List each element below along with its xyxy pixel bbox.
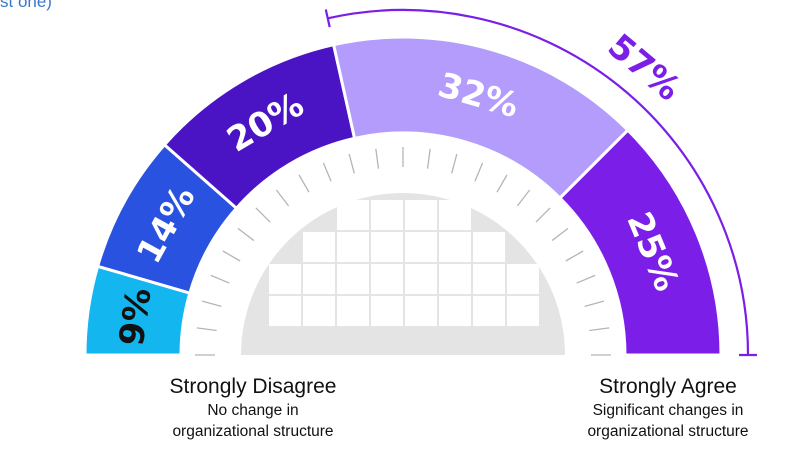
dome-block xyxy=(507,264,539,294)
inner-dome xyxy=(241,193,565,355)
gauge-tick xyxy=(451,153,458,174)
bracket-cap xyxy=(324,9,331,28)
right-endpoint-subtitle-1: Significant changes in xyxy=(592,402,744,419)
dome-block xyxy=(405,296,437,326)
gauge-tick xyxy=(275,189,290,207)
gauge-tick xyxy=(565,250,584,262)
bracket-label: 57% xyxy=(600,26,688,109)
dome-block xyxy=(337,296,369,326)
gauge-tick xyxy=(196,327,217,332)
dome-block xyxy=(439,296,471,326)
dome-block xyxy=(473,264,505,294)
gauge-tick xyxy=(535,207,551,223)
dome-block xyxy=(507,296,539,326)
right-endpoint-subtitle-2: organizational structure xyxy=(587,423,749,440)
dome-block xyxy=(337,232,369,262)
dome-block xyxy=(439,264,471,294)
dome-block xyxy=(371,296,403,326)
left-endpoint-subtitle-2: organizational structure xyxy=(172,423,334,440)
gauge-tick xyxy=(322,162,332,182)
right-endpoint-label: Strongly Agree Significant changes in or… xyxy=(548,374,788,442)
gauge-tick xyxy=(516,189,531,207)
gauge-tick xyxy=(576,274,596,284)
dome-block xyxy=(371,232,403,262)
dome-block xyxy=(269,296,301,326)
gauge-tick xyxy=(584,300,605,307)
gauge-tick xyxy=(474,162,484,182)
dome-block xyxy=(337,200,369,230)
gauge-tick xyxy=(210,274,230,284)
gauge-tick xyxy=(375,148,380,169)
gauge-segment-5 xyxy=(557,128,723,357)
dome-block xyxy=(303,232,335,262)
gauge-tick xyxy=(426,148,431,169)
left-endpoint-subtitle-1: No change in xyxy=(207,402,299,419)
dome-block xyxy=(405,264,437,294)
gauge-tick xyxy=(551,227,569,242)
dome-block xyxy=(337,264,369,294)
right-endpoint-title: Strongly Agree xyxy=(599,375,737,398)
gauge-tick xyxy=(237,227,255,242)
gauge-tick xyxy=(348,153,355,174)
dome-block xyxy=(405,200,437,230)
dome-block xyxy=(405,232,437,262)
dome-block xyxy=(371,200,403,230)
gauge-tick xyxy=(496,174,508,193)
segment-label-1: 9% xyxy=(112,286,160,349)
dome-block xyxy=(269,264,301,294)
dome-block xyxy=(439,200,471,230)
gauge-tick xyxy=(589,327,610,332)
gauge-tick xyxy=(201,300,222,307)
gauge-tick xyxy=(298,174,310,193)
gauge-tick xyxy=(255,207,271,223)
question-note: st one) xyxy=(0,0,52,11)
dome-block xyxy=(371,264,403,294)
bracket-arc xyxy=(327,8,750,356)
dome-block xyxy=(303,264,335,294)
gauge-ticks xyxy=(195,147,611,356)
dome-block xyxy=(303,296,335,326)
gauge-tick xyxy=(222,250,241,262)
left-endpoint-title: Strongly Disagree xyxy=(169,375,337,398)
dome-block xyxy=(473,296,505,326)
dome-block xyxy=(473,232,505,262)
dome-block xyxy=(439,232,471,262)
left-endpoint-label: Strongly Disagree No change in organizat… xyxy=(148,374,358,442)
gauge-segments xyxy=(83,35,723,357)
